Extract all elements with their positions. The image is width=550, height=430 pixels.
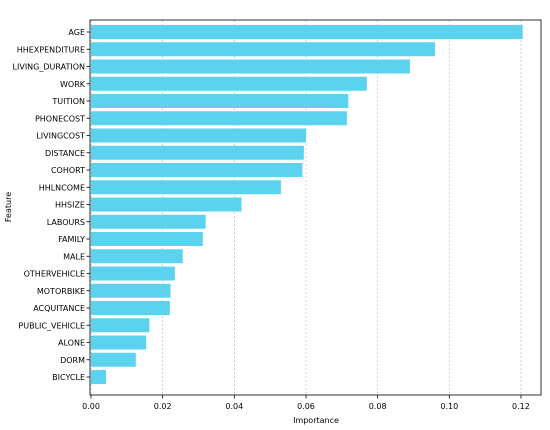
bar-family xyxy=(91,232,203,246)
y-tick-label: MOTORBIKE xyxy=(37,287,85,296)
bar-hhexpenditure xyxy=(91,42,435,57)
y-tick-label: LIVING_DURATION xyxy=(13,63,85,72)
y-tick-label: BICYCLE xyxy=(52,373,85,382)
gridlines xyxy=(90,20,522,395)
y-tick-label: DORM xyxy=(60,356,85,365)
y-tick-label: PUBLIC_VEHICLE xyxy=(18,321,85,330)
bars xyxy=(91,25,523,384)
y-tick-label: ACQUITANCE xyxy=(33,304,85,313)
y-tick-label: TUITION xyxy=(51,97,85,106)
bar-acquitance xyxy=(91,301,170,315)
y-axis-label: Feature xyxy=(4,192,13,222)
x-tick-label: 0.06 xyxy=(297,402,315,411)
y-tick-label: HHLNCOME xyxy=(39,183,85,192)
y-tick-label: WORK xyxy=(60,80,86,89)
bar-livingcost xyxy=(91,128,306,143)
bar-hhsize xyxy=(91,197,242,212)
bar-cohort xyxy=(91,163,303,177)
bar-living-duration xyxy=(91,59,410,74)
bar-motorbike xyxy=(91,283,171,298)
bar-dorm xyxy=(91,352,136,367)
bar-phonecost xyxy=(91,111,347,126)
x-tick-label: 0.12 xyxy=(512,402,530,411)
y-tick-label: COHORT xyxy=(51,166,85,175)
bar-tuition xyxy=(91,94,349,108)
bar-othervehicle xyxy=(91,266,175,281)
y-tick-label: MALE xyxy=(63,252,85,261)
y-tick-label: OTHERVEHICLE xyxy=(24,270,85,279)
bar-labours xyxy=(91,214,206,229)
y-tick-label: AGE xyxy=(68,28,85,37)
bar-male xyxy=(91,249,183,264)
x-tick-label: 0.08 xyxy=(369,402,387,411)
bar-work xyxy=(91,76,367,91)
y-tick-label: LABOURS xyxy=(47,218,85,227)
plot-frame xyxy=(89,19,542,396)
x-axis-label: Importance xyxy=(293,416,339,425)
bar-bicycle xyxy=(91,370,107,384)
bar-age xyxy=(91,25,523,39)
x-tick-label: 0.10 xyxy=(440,402,458,411)
y-tick-label: DISTANCE xyxy=(45,149,85,158)
x-tick-label: 0.04 xyxy=(225,402,243,411)
y-tick-label: HHSIZE xyxy=(55,201,85,210)
y-axis-ticks: AGE HHEXPENDITURE LIVING_DURATION WORK TUITI… xyxy=(13,28,90,382)
bar-public-vehicle xyxy=(91,318,150,333)
y-tick-label: LIVINGCOST xyxy=(36,132,85,141)
y-tick-label: ALONE xyxy=(58,339,85,348)
y-tick-label: HHEXPENDITURE xyxy=(17,45,85,54)
bar-distance xyxy=(91,145,304,160)
x-tick-label: 0.02 xyxy=(154,402,172,411)
bar-hhlncome xyxy=(91,180,281,195)
y-tick-label: FAMILY xyxy=(58,235,85,244)
x-axis-ticks: 0.00 0.02 0.04 0.06 0.08 0.10 0.12 xyxy=(82,395,530,411)
x-tick-label: 0.00 xyxy=(82,402,100,411)
y-tick-label: PHONECOST xyxy=(35,114,85,123)
bar-alone xyxy=(91,335,147,350)
